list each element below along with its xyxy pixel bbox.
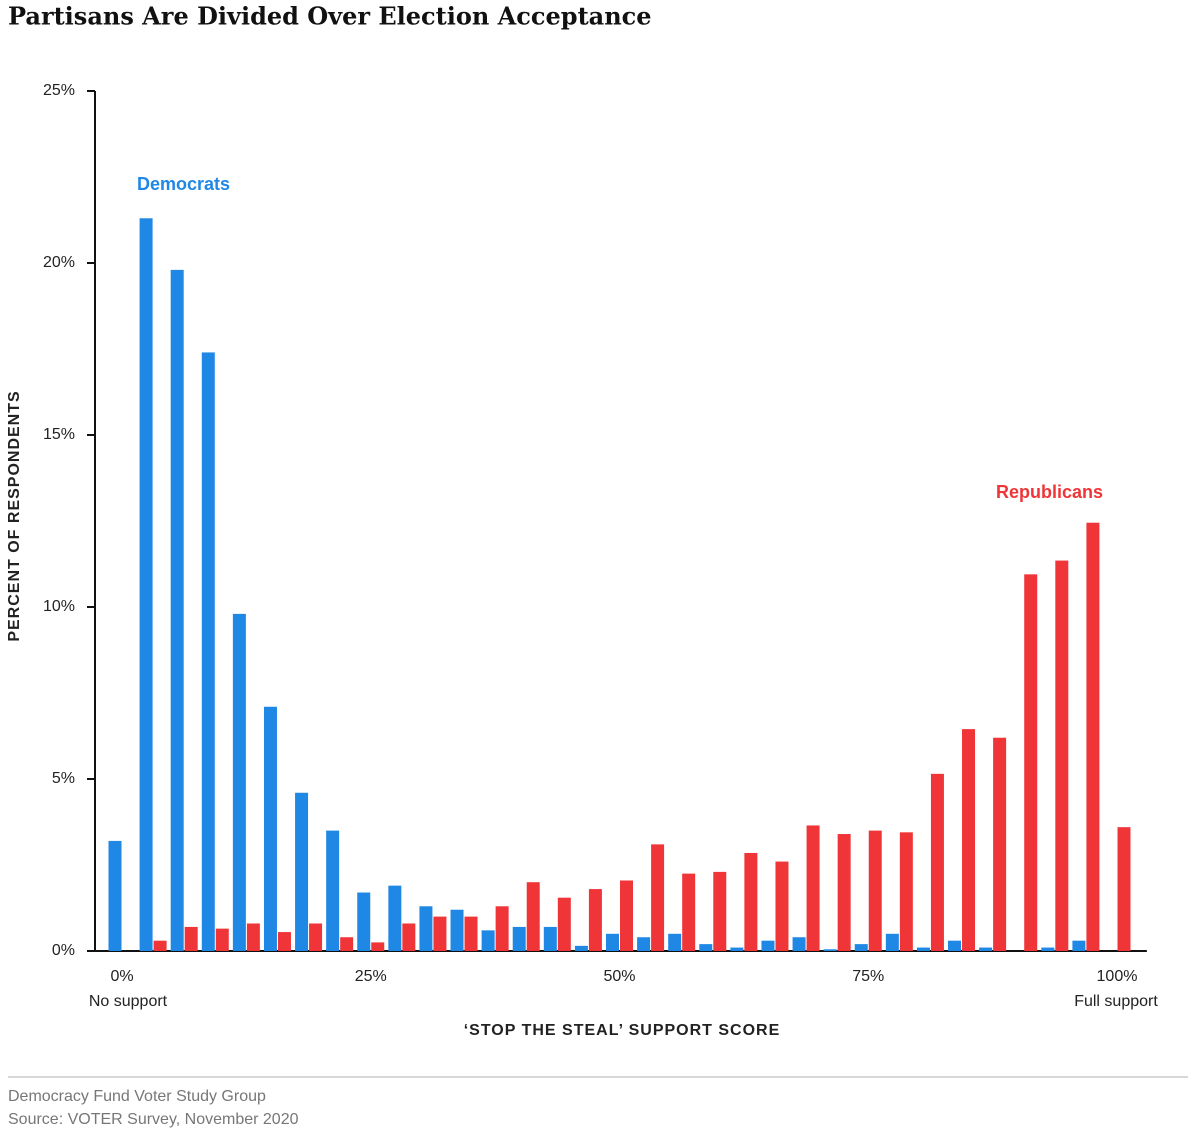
bar [464,916,478,951]
bar [885,933,899,951]
y-tick-label: 5% [52,770,75,787]
bar [419,906,433,951]
bar [357,892,371,951]
bar [574,945,588,951]
bar [792,937,806,951]
bar [1086,522,1100,951]
bar [1041,947,1055,951]
bar [854,944,868,951]
bar [277,932,291,951]
x-annotation: Full support [1074,993,1158,1010]
bar [108,840,122,951]
bar [916,947,930,951]
bar [557,897,571,951]
bar [962,729,976,951]
bar [201,352,215,951]
bar [837,834,851,951]
bar [433,916,447,951]
bar [371,942,385,951]
bar [215,928,229,951]
bar [682,873,696,951]
bar [263,706,277,951]
bar [948,940,962,951]
footer-text: Democracy Fund Voter Study Group [8,1088,266,1105]
bar [232,613,246,951]
bar [868,830,882,951]
footer-text: Source: VOTER Survey, November 2020 [8,1111,299,1128]
x-axis-label: ‘STOP THE STEAL’ SUPPORT SCORE [464,1022,781,1039]
bar [930,773,944,951]
x-tick-label: 50% [603,968,635,985]
bar [295,792,309,951]
bar [170,269,184,951]
bar [326,830,340,951]
bar [139,218,153,951]
bar [993,737,1007,951]
x-annotation: No support [89,993,168,1010]
x-tick-label: 0% [110,968,133,985]
bar [637,937,651,951]
y-axis-label: PERCENT OF RESPONDENTS [6,390,23,641]
bar [340,937,354,951]
bar [1117,827,1131,951]
bar [512,926,526,951]
bar [1072,940,1086,951]
bar [806,825,820,951]
x-tick-label: 75% [852,968,884,985]
bar [402,923,416,951]
bar [823,949,837,951]
y-tick-label: 15% [43,426,75,443]
y-tick-label: 0% [52,942,75,959]
bar [620,880,633,951]
chart-title: Partisans Are Divided Over Election Acce… [8,2,652,31]
bar [588,889,602,951]
bar [606,933,619,951]
bar [761,940,775,951]
bar [979,947,993,951]
x-tick-label: 25% [355,968,387,985]
y-tick-label: 25% [43,82,75,99]
bar [899,832,913,951]
bar [1055,560,1069,951]
bar [309,923,323,951]
bar [184,926,198,951]
x-tick-label: 100% [1097,968,1138,985]
bar [668,933,682,951]
bar [651,844,665,951]
bar [450,909,464,951]
bar [543,926,557,951]
bar [775,861,789,951]
series-label: Democrats [137,174,230,194]
bar [526,882,540,951]
bar [713,871,727,951]
bar [495,906,509,951]
bar [153,940,167,951]
y-tick-label: 10% [43,598,75,615]
y-tick-label: 20% [43,254,75,271]
bar [388,885,402,951]
bar [730,947,744,951]
bar [246,923,260,951]
series-label: Republicans [996,482,1103,502]
bar [481,930,495,951]
bar [699,944,713,951]
bar [744,852,758,951]
bar [1024,574,1038,951]
